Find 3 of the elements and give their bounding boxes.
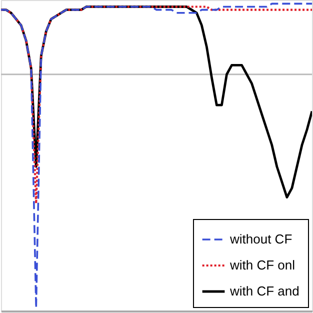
legend-label: without CF xyxy=(229,232,292,246)
legend-label: with CF onl xyxy=(229,258,296,272)
legend-label: with CF and xyxy=(229,284,300,298)
